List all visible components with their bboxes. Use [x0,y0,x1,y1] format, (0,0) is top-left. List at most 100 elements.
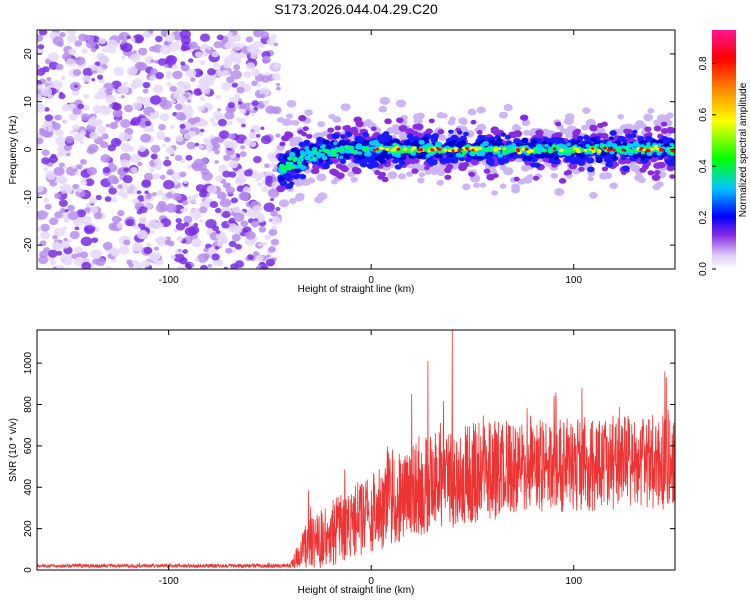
heatmap-cell [177,248,182,253]
heatmap-cell [179,171,187,178]
heatmap-cell [227,101,235,109]
heatmap-cell [108,222,118,231]
heatmap-cell [578,166,585,172]
heatmap-cell [390,148,395,152]
heatmap-cell [340,103,351,112]
heatmap-cell [669,174,675,179]
heatmap-cell [656,143,662,147]
heatmap-cell [186,264,192,269]
heatmap-cell [150,144,161,153]
heatmap-cell [448,153,454,158]
heatmap-cell [130,153,141,163]
heatmap-cell [523,129,531,136]
heatmap-cell [173,228,179,233]
heatmap-cell [281,135,290,142]
heatmap-cell [82,75,91,83]
heatmap-cell [39,250,49,259]
heatmap-cell [316,154,321,159]
heatmap-cell [180,61,186,66]
heatmap-cell [137,161,143,167]
heatmap-cell [58,162,65,168]
heatmap-cell [275,86,281,91]
heatmap-cell [91,237,99,244]
heatmap-cell [90,65,97,71]
heatmap-cell [477,146,483,150]
heatmap-cell [211,50,219,58]
heatmap-cell [622,142,628,147]
heatmap-cell [107,144,116,152]
heatmap-cell [197,105,205,112]
heatmap-cell [223,266,228,269]
heatmap-cell [132,198,140,205]
heatmap-cell [225,247,233,254]
heatmap-cell [316,136,324,143]
heatmap-cell [228,160,239,169]
heatmap-cell [151,192,157,197]
heatmap-cell [222,210,231,218]
heatmap-cell [291,119,300,126]
heatmap-cell [126,35,131,40]
heatmap-cell [105,94,116,104]
heatmap-cell [257,242,263,247]
heatmap-cell [123,167,130,173]
heatmap-cell [105,123,110,128]
heatmap-cell [66,30,77,36]
heatmap-cell [233,212,245,222]
heatmap-cell [273,62,282,70]
heatmap-cell [511,183,520,191]
colorbar-tick-label: 0.0 [698,262,709,276]
heatmap-cell [643,113,654,122]
heatmap-cell [380,133,389,140]
heatmap-cell [476,106,486,114]
heatmap-cell [156,189,164,196]
heatmap-cell [608,136,614,141]
heatmap-cell [288,197,297,204]
heatmap-cell [183,180,188,184]
heatmap-cell [497,147,502,150]
heatmap-cell [141,179,152,188]
heatmap-cell [343,154,350,159]
heatmap-cell [500,132,507,137]
heatmap-cell [260,126,265,130]
heatmap-cell [154,163,163,171]
heatmap-cell [174,103,183,111]
heatmap-cell [477,134,484,140]
heatmap-cell [404,140,411,145]
heatmap-cell [537,147,543,153]
heatmap-cell [86,166,97,176]
heatmap-cell [66,152,71,157]
heatmap-cell [258,226,267,233]
heatmap-cell [646,151,653,157]
heatmap-cell [180,64,190,72]
heatmap-cell [396,149,402,155]
colorbar-ticks: 0.0 0.2 0.4 0.6 0.8 [698,56,716,276]
heatmap-cell [56,250,63,256]
heatmap-cell [612,148,616,152]
heatmap-cell [246,43,259,54]
heatmap-cell [216,230,221,234]
heatmap-cell [171,64,179,70]
heatmap-cell [565,132,574,139]
heatmap-cell [189,127,194,132]
heatmap-cell [590,137,597,142]
top-x-axis: -100 0 100 [159,30,583,286]
heatmap-cell [286,173,294,180]
heatmap-cell [317,161,324,167]
heatmap-cell [628,149,634,153]
heatmap-cell [358,146,363,150]
heatmap-cell [378,105,388,113]
heatmap-cell [275,206,281,212]
heatmap-cell [199,60,206,66]
heatmap-cell [317,121,326,128]
heatmap-cell [589,192,598,199]
heatmap-cell [127,145,135,152]
top-x-axis-label: Height of straight line (km) [298,284,415,295]
heatmap-cell [513,138,520,143]
heatmap-cell [370,153,377,158]
heatmap-cell [555,121,562,127]
heatmap-cell [445,163,454,170]
heatmap-cell [373,141,380,147]
heatmap-cell [96,126,106,134]
heatmap-cell [575,149,581,154]
